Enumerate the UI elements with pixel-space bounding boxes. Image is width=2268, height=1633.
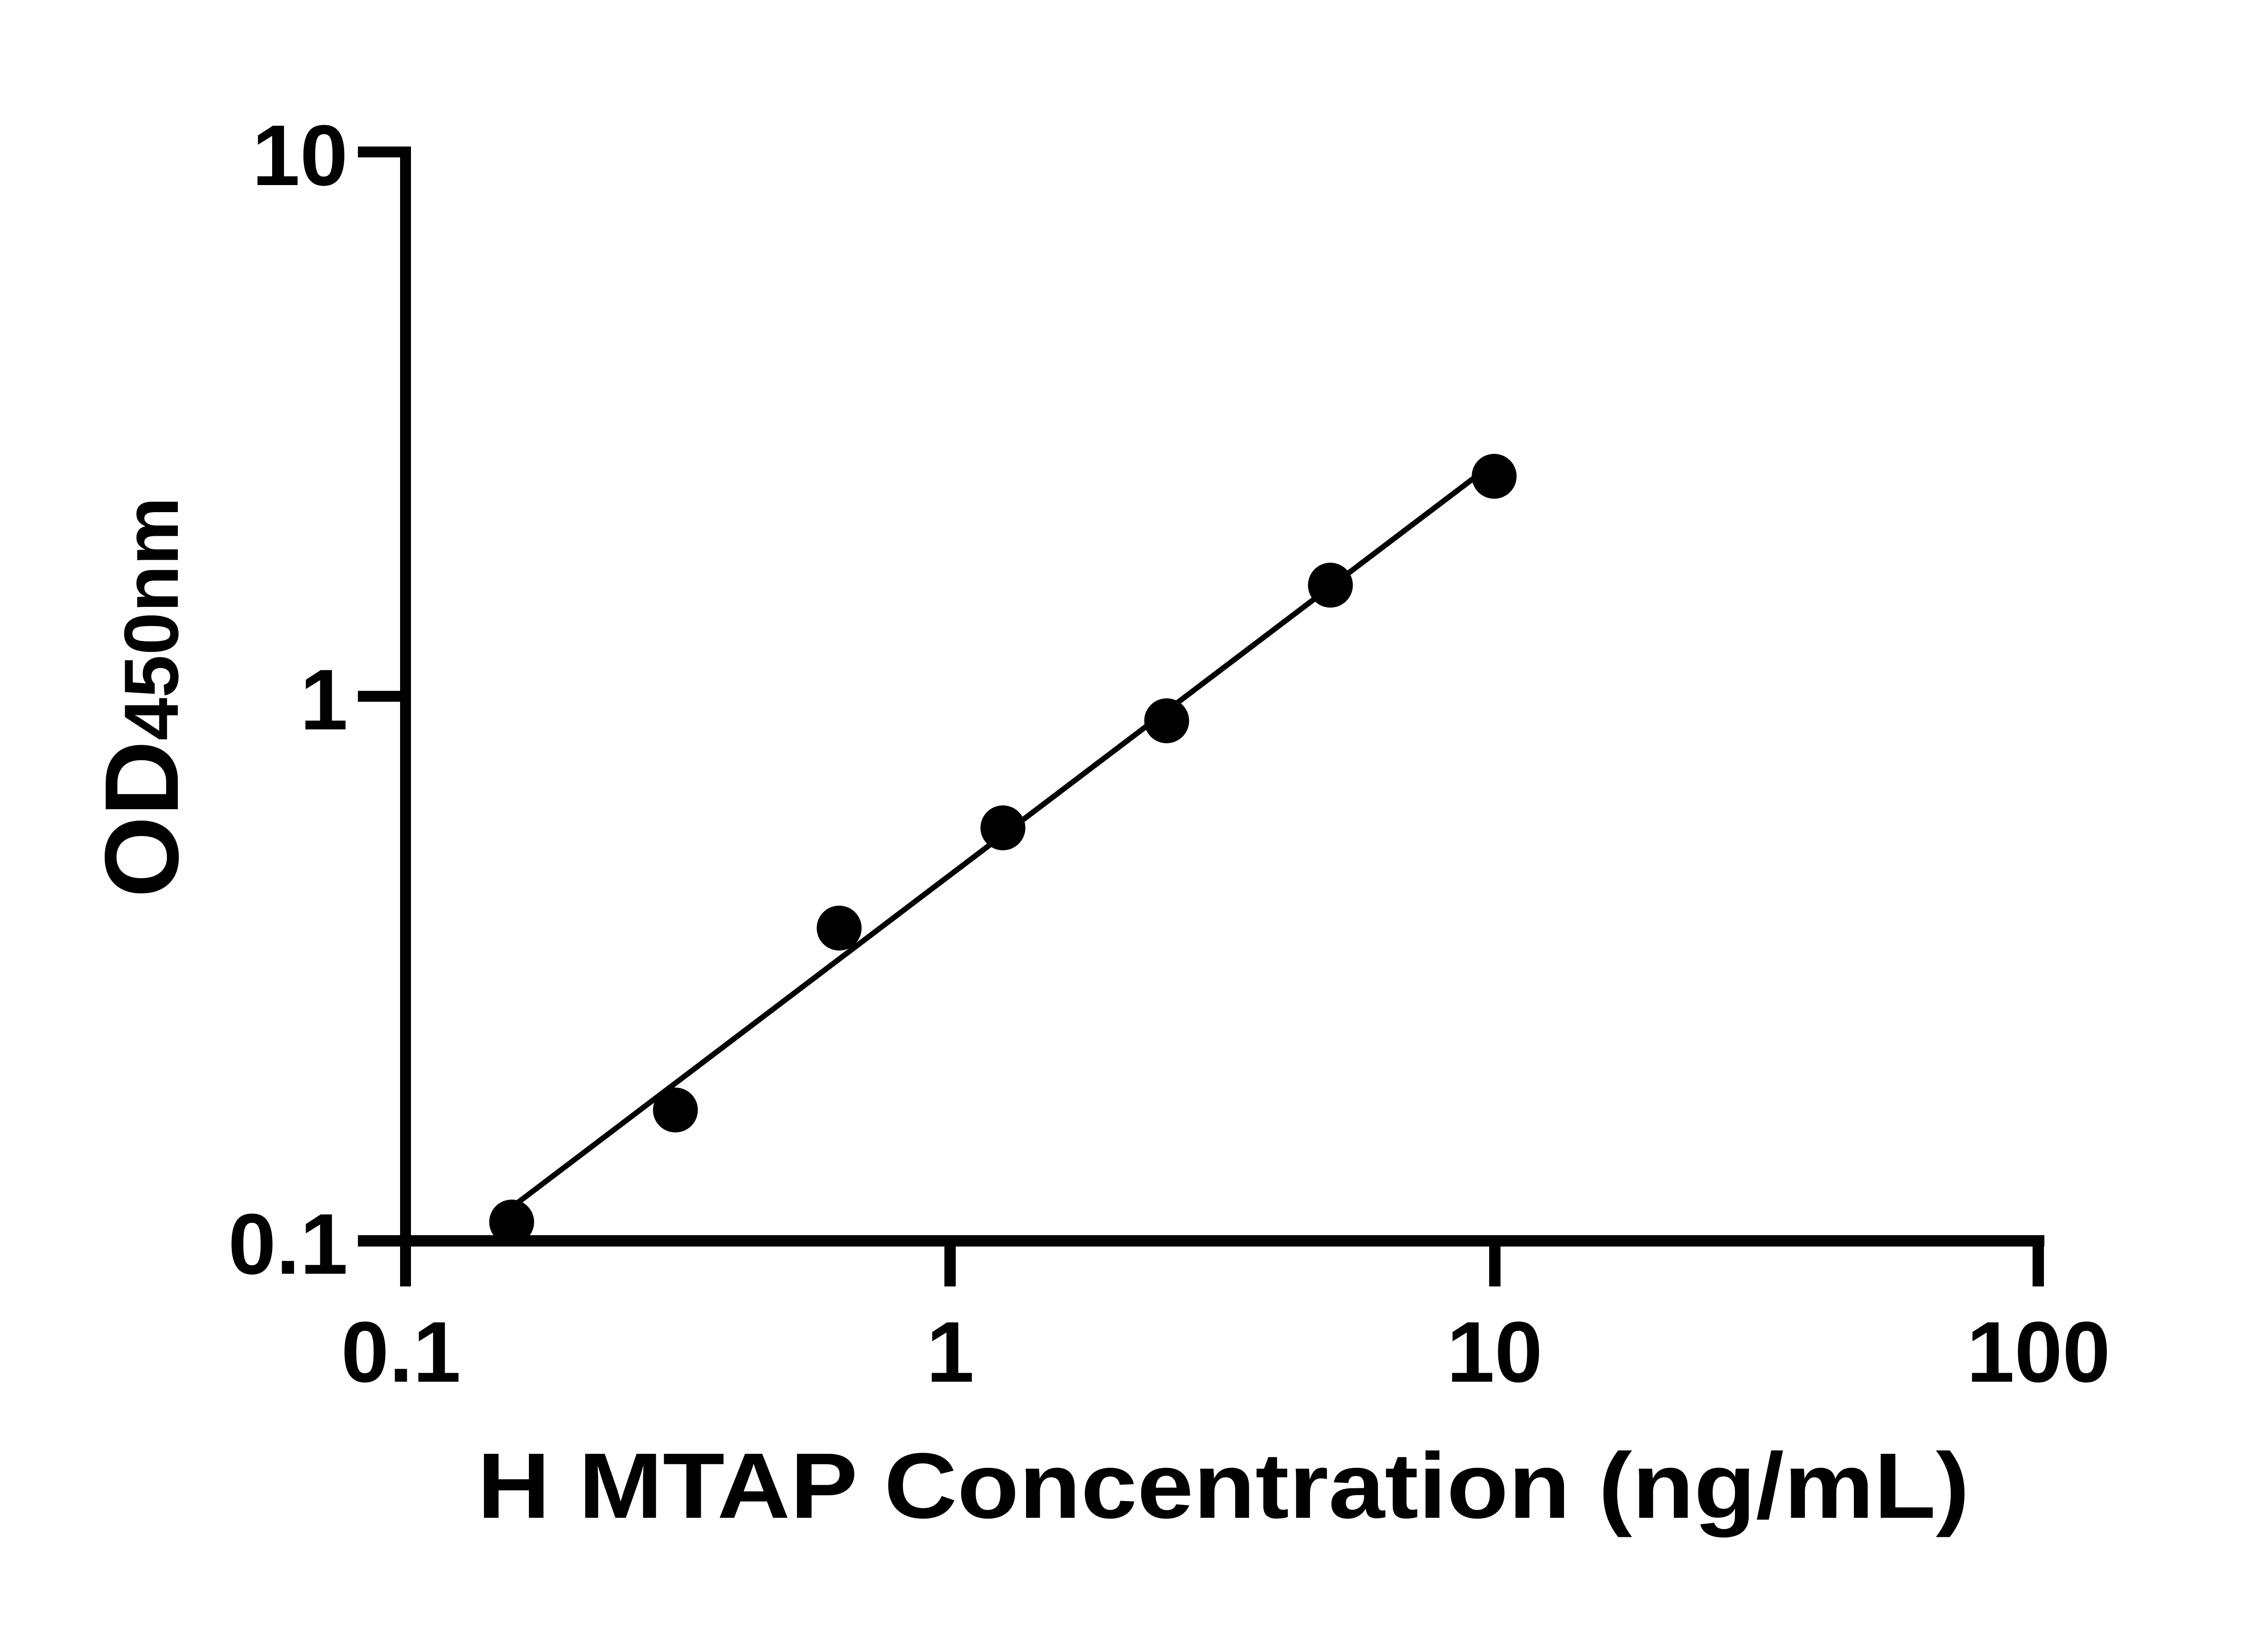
svg-text:1: 1 [300,652,348,748]
svg-text:10: 10 [1447,1304,1542,1400]
svg-text:0.1: 0.1 [228,1196,348,1292]
svg-text:0.1: 0.1 [341,1304,461,1400]
svg-text:10: 10 [252,108,348,204]
svg-text:1: 1 [926,1304,974,1400]
svg-text:H MTAP Concentration (ng/mL): H MTAP Concentration (ng/mL) [477,1434,1970,1538]
svg-text:100: 100 [1966,1304,2110,1400]
